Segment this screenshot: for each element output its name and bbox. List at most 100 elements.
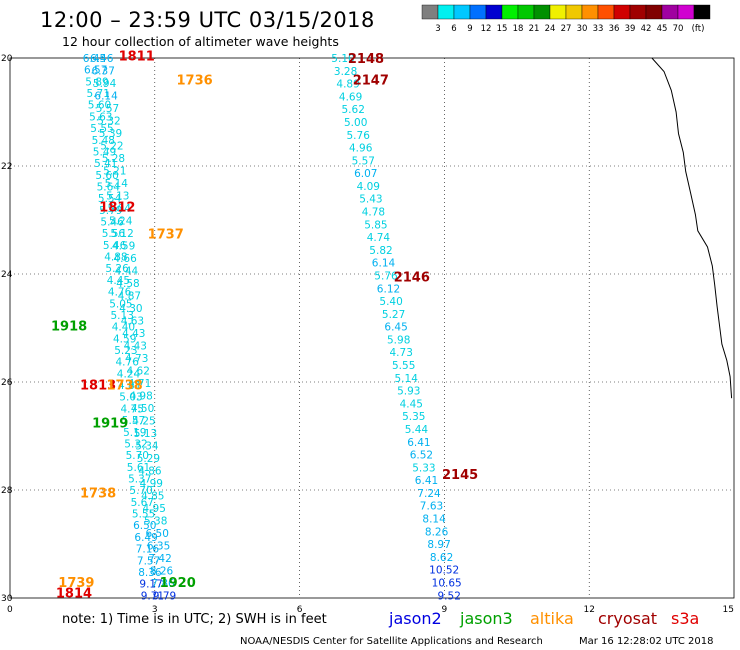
- colorbar-swatch: [629, 4, 647, 20]
- colorbar-label: 36: [609, 24, 620, 34]
- colorbar-label: 33: [593, 24, 604, 34]
- colorbar-swatch: [613, 4, 631, 20]
- swh-value: 6.49: [134, 532, 157, 544]
- swh-value: 5.27: [382, 309, 405, 321]
- swh-value: 5.32: [97, 116, 120, 128]
- swh-value: 4.86: [138, 465, 162, 477]
- colorbar-swatch: [533, 4, 551, 20]
- swh-value: 4.43: [122, 328, 145, 340]
- swh-value: 5.13: [134, 428, 157, 440]
- colorbar-label: 27: [561, 24, 572, 34]
- colorbar-label: 3: [435, 24, 440, 34]
- swh-value: 5.29: [137, 453, 160, 465]
- pass-label: 1918: [51, 319, 87, 334]
- swh-value: 8.26: [425, 526, 449, 538]
- swh-value: 5.04: [108, 203, 132, 215]
- swh-value: 5.57: [96, 103, 119, 115]
- y-tick-label: 24: [1, 270, 13, 280]
- swh-value: 5.21: [103, 166, 126, 178]
- legend-cryosat: cryosat: [598, 609, 657, 628]
- colorbar-label: 30: [577, 24, 588, 34]
- swh-value: 4.96: [349, 143, 373, 155]
- swh-value: 5.03: [119, 392, 142, 404]
- pass-label: 2145: [442, 468, 478, 483]
- colorbar-label: 24: [545, 24, 556, 34]
- legend-altika: altika: [530, 609, 574, 628]
- swh-value: 6.45: [384, 322, 407, 334]
- swh-value: 6.50: [133, 520, 156, 532]
- swh-value: 5.67: [131, 497, 154, 509]
- swh-value: 5.63: [89, 111, 112, 123]
- swh-value: 5.82: [369, 245, 392, 257]
- swh-value: 5.33: [412, 462, 435, 474]
- pass-label: 1736: [177, 74, 213, 89]
- swh-value: 4.89: [336, 79, 359, 91]
- colorbar-swatch: [565, 4, 583, 20]
- swh-value: 5.24: [109, 215, 133, 227]
- swh-value: 8.36: [138, 567, 162, 579]
- coastline: [651, 57, 733, 399]
- swh-value: 4.95: [143, 503, 166, 515]
- swh-value: 5.40: [379, 296, 402, 308]
- x-tick-label: 15: [723, 605, 734, 615]
- swh-value: 5.14: [105, 178, 129, 190]
- colorbar-label: (ft): [692, 24, 705, 34]
- swh-value: 6.07: [354, 168, 377, 180]
- swh-value: 6.45: [83, 53, 106, 65]
- colorbar-label: 15: [497, 24, 508, 34]
- swh-value: 6.14: [94, 91, 118, 103]
- swh-value: 4.99: [140, 478, 163, 490]
- swh-value: 4.09: [357, 181, 380, 193]
- swh-value: 5.60: [95, 170, 118, 182]
- swh-value: 9.71: [141, 590, 164, 602]
- colorbar-swatch: [517, 4, 535, 20]
- swh-value: 6.14: [372, 258, 396, 270]
- swh-value: 5.46: [100, 217, 124, 229]
- pass-label: 1919: [92, 417, 128, 432]
- swh-value: 4.76: [116, 357, 140, 369]
- colorbar-swatch: [485, 4, 503, 20]
- swh-value: 6.12: [377, 283, 400, 295]
- swh-value: 6.46: [90, 53, 114, 65]
- pass-label: 1814: [56, 587, 92, 602]
- swh-value: 4.43: [124, 340, 147, 352]
- swh-value: 9.52: [438, 590, 461, 602]
- y-tick-label: 30: [1, 594, 13, 604]
- colorbar-swatch: [453, 4, 471, 20]
- pass-label: 2146: [394, 271, 430, 286]
- pass-label: 1811: [119, 49, 155, 64]
- pass-label: 1739: [58, 576, 94, 591]
- colorbar-label: 18: [513, 24, 524, 34]
- swh-value: 8.62: [430, 552, 453, 564]
- swh-value: 5.76: [374, 271, 398, 283]
- swh-value: 5.35: [402, 411, 425, 423]
- y-tick-label: 20: [1, 54, 13, 64]
- colorbar-swatch: [421, 4, 439, 20]
- colorbar-label: 39: [625, 24, 636, 34]
- swh-value: 5.54: [98, 193, 122, 205]
- colorbar-label: 45: [657, 24, 668, 34]
- pass-label: 2147: [353, 74, 389, 89]
- legend-jason2: jason2: [388, 609, 442, 628]
- colorbar-swatch: [501, 4, 519, 20]
- colorbar-swatch: [645, 4, 663, 20]
- swh-value: 4.69: [339, 91, 362, 103]
- y-tick-label: 22: [1, 162, 12, 172]
- pass-label: 1738: [80, 487, 116, 502]
- pass-label: 1813: [80, 379, 116, 394]
- swh-value: 6.35: [147, 540, 170, 552]
- swh-value: 4.73: [125, 353, 148, 365]
- swh-value: 4.45: [107, 275, 130, 287]
- swh-value: 5.79: [99, 205, 122, 217]
- swh-value: 5.62: [342, 104, 365, 116]
- x-tick-labels: 0 3 6 9 12 15: [7, 605, 734, 615]
- colorbar-swatch: [549, 4, 567, 20]
- swh-value: 3.28: [334, 66, 357, 78]
- swh-value: 5.76: [347, 130, 371, 142]
- x-tick-label: 12: [583, 605, 594, 615]
- coastline-line: [651, 57, 733, 399]
- colorbar-label: 6: [451, 24, 456, 34]
- swh-value: 4.62: [127, 365, 150, 377]
- swh-value: 4.76: [108, 287, 132, 299]
